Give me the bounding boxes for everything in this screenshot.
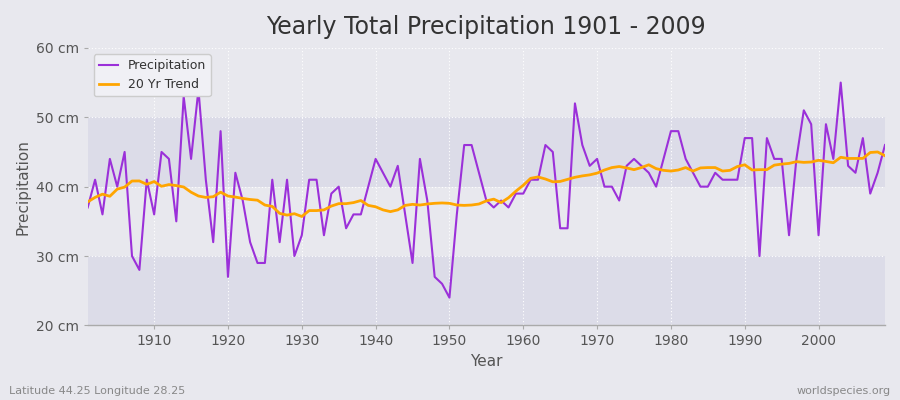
20 Yr Trend: [311, 208, 322, 213]
Text: Latitude 44.25 Longitude 28.25: Latitude 44.25 Longitude 28.25: [9, 386, 185, 396]
Bar: [87, 187, 885, 256]
20 Yr Trend: [614, 164, 625, 169]
20 Yr Trend: [356, 198, 366, 203]
Precipitation: [614, 198, 625, 203]
Line: Precipitation: Precipitation: [87, 82, 885, 298]
Precipitation: [518, 191, 528, 196]
20 Yr Trend: [526, 176, 536, 181]
20 Yr Trend: [82, 200, 93, 204]
Precipitation: [348, 212, 359, 217]
Precipitation: [835, 80, 846, 85]
20 Yr Trend: [141, 182, 152, 187]
Precipitation: [82, 205, 93, 210]
20 Yr Trend: [879, 153, 890, 158]
Title: Yearly Total Precipitation 1901 - 2009: Yearly Total Precipitation 1901 - 2009: [266, 15, 706, 39]
Precipitation: [526, 177, 536, 182]
Precipitation: [444, 295, 454, 300]
Bar: [87, 117, 885, 187]
20 Yr Trend: [872, 150, 883, 154]
Precipitation: [304, 177, 315, 182]
X-axis label: Year: Year: [470, 354, 502, 369]
Bar: [87, 48, 885, 117]
Precipitation: [879, 143, 890, 148]
Y-axis label: Precipitation: Precipitation: [15, 139, 30, 234]
Line: 20 Yr Trend: 20 Yr Trend: [87, 152, 885, 216]
Bar: [87, 256, 885, 326]
Precipitation: [141, 177, 152, 182]
20 Yr Trend: [296, 214, 307, 219]
Legend: Precipitation, 20 Yr Trend: Precipitation, 20 Yr Trend: [94, 54, 211, 96]
20 Yr Trend: [518, 183, 528, 188]
Text: worldspecies.org: worldspecies.org: [796, 386, 891, 396]
